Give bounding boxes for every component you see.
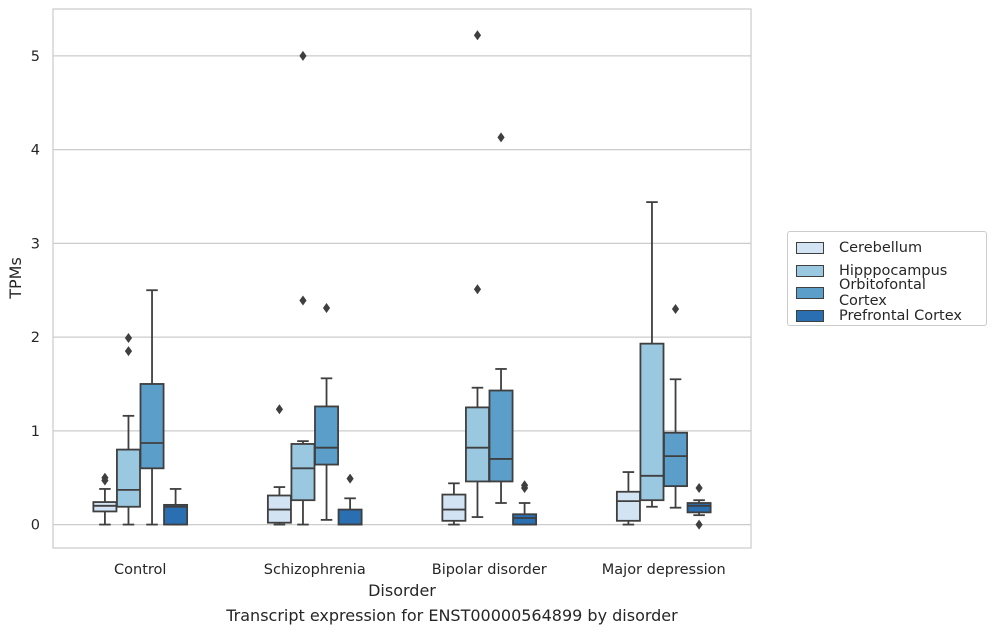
outlier-point <box>671 303 680 314</box>
box <box>465 406 490 483</box>
x-tick-label: Major depression <box>602 562 726 578</box>
outlier-point <box>695 483 703 494</box>
y-tick-label: 4 <box>31 143 40 159</box>
x-tick-label: Schizophrenia <box>264 562 366 578</box>
box <box>615 490 641 522</box>
legend-label: Cerebellum <box>839 240 923 257</box>
legend-item: Prefrontal Cortex <box>796 305 978 328</box>
plot-frame <box>52 8 752 549</box>
outlier-point <box>346 473 354 484</box>
x-axis-label: Disorder <box>368 581 436 600</box>
x-tick-label: Control <box>114 562 166 578</box>
legend-label: Orbitofontal Cortex <box>838 277 926 310</box>
x-tick-label: Bipolar disorder <box>432 562 547 578</box>
legend-swatch <box>796 264 824 277</box>
figure-caption: Transcript expression for ENST0000056489… <box>226 606 678 625</box>
box-plots <box>92 30 712 530</box>
outlier-point <box>124 333 133 344</box>
box-prefrontal-cortex <box>337 473 363 526</box>
outlier-point <box>473 30 482 41</box>
outlier-point <box>299 295 307 306</box>
legend-label: Prefrontal Cortex <box>839 307 962 324</box>
outlier-point <box>695 519 703 530</box>
box-hipppocampus <box>116 333 141 526</box>
box <box>663 431 688 488</box>
box <box>139 383 165 470</box>
box <box>92 501 118 513</box>
box-cerebellum <box>615 471 641 526</box>
y-tick-labels: 0 1 2 3 4 5 <box>31 49 40 534</box>
box <box>116 448 141 508</box>
box-cerebellum <box>266 404 292 526</box>
box-hipppocampus <box>639 201 665 508</box>
box-prefrontal-cortex <box>686 483 712 530</box>
outlier-point <box>473 284 482 295</box>
outlier-point <box>124 346 133 357</box>
legend: Cerebellum Hipppocampus Orbitofontal Corte… <box>787 231 987 326</box>
y-tick-label: 2 <box>31 330 40 346</box>
box <box>337 508 363 526</box>
outlier-point <box>299 50 307 61</box>
outlier-point <box>497 132 505 143</box>
outlier-point <box>520 480 529 491</box>
box <box>314 405 339 466</box>
legend-item: Cerebellum <box>796 237 978 260</box>
box-orbitofontal-cortex <box>314 303 339 521</box>
y-tick-label: 3 <box>31 236 40 252</box>
outlier-point <box>101 472 109 483</box>
box-hipppocampus <box>465 30 490 518</box>
y-tick-label: 5 <box>31 49 40 65</box>
box-orbitofontal-cortex <box>488 132 514 504</box>
box-hipppocampus <box>290 50 316 526</box>
outlier-point <box>275 404 284 415</box>
box-orbitofontal-cortex <box>139 289 165 526</box>
legend-item: Hipppocampus <box>796 260 978 283</box>
box-prefrontal-cortex <box>163 488 189 526</box>
y-tick-label: 1 <box>31 424 40 440</box>
legend-swatch <box>796 287 824 300</box>
y-tick-label: 0 <box>31 518 40 534</box>
x-tick-labels: Control Schizophrenia Bipolar disorder Majo… <box>114 562 726 578</box>
legend-swatch <box>796 309 824 322</box>
box-prefrontal-cortex <box>512 480 538 526</box>
box <box>639 342 665 502</box>
box-orbitofontal-cortex <box>663 303 688 509</box>
legend-label: Hipppocampus <box>839 262 948 279</box>
outlier-point <box>322 303 331 314</box>
y-axis-label: TPMs <box>6 257 25 300</box>
box-cerebellum <box>92 472 118 526</box>
legend-swatch <box>796 242 824 255</box>
box <box>512 513 538 526</box>
box <box>290 443 316 502</box>
grid-lines <box>53 55 751 526</box>
box <box>441 493 467 522</box>
legend-item: Orbitofontal Cortex <box>796 277 978 309</box>
box <box>686 502 712 514</box>
box <box>488 389 514 483</box>
box <box>163 503 189 526</box>
box-cerebellum <box>441 482 467 526</box>
